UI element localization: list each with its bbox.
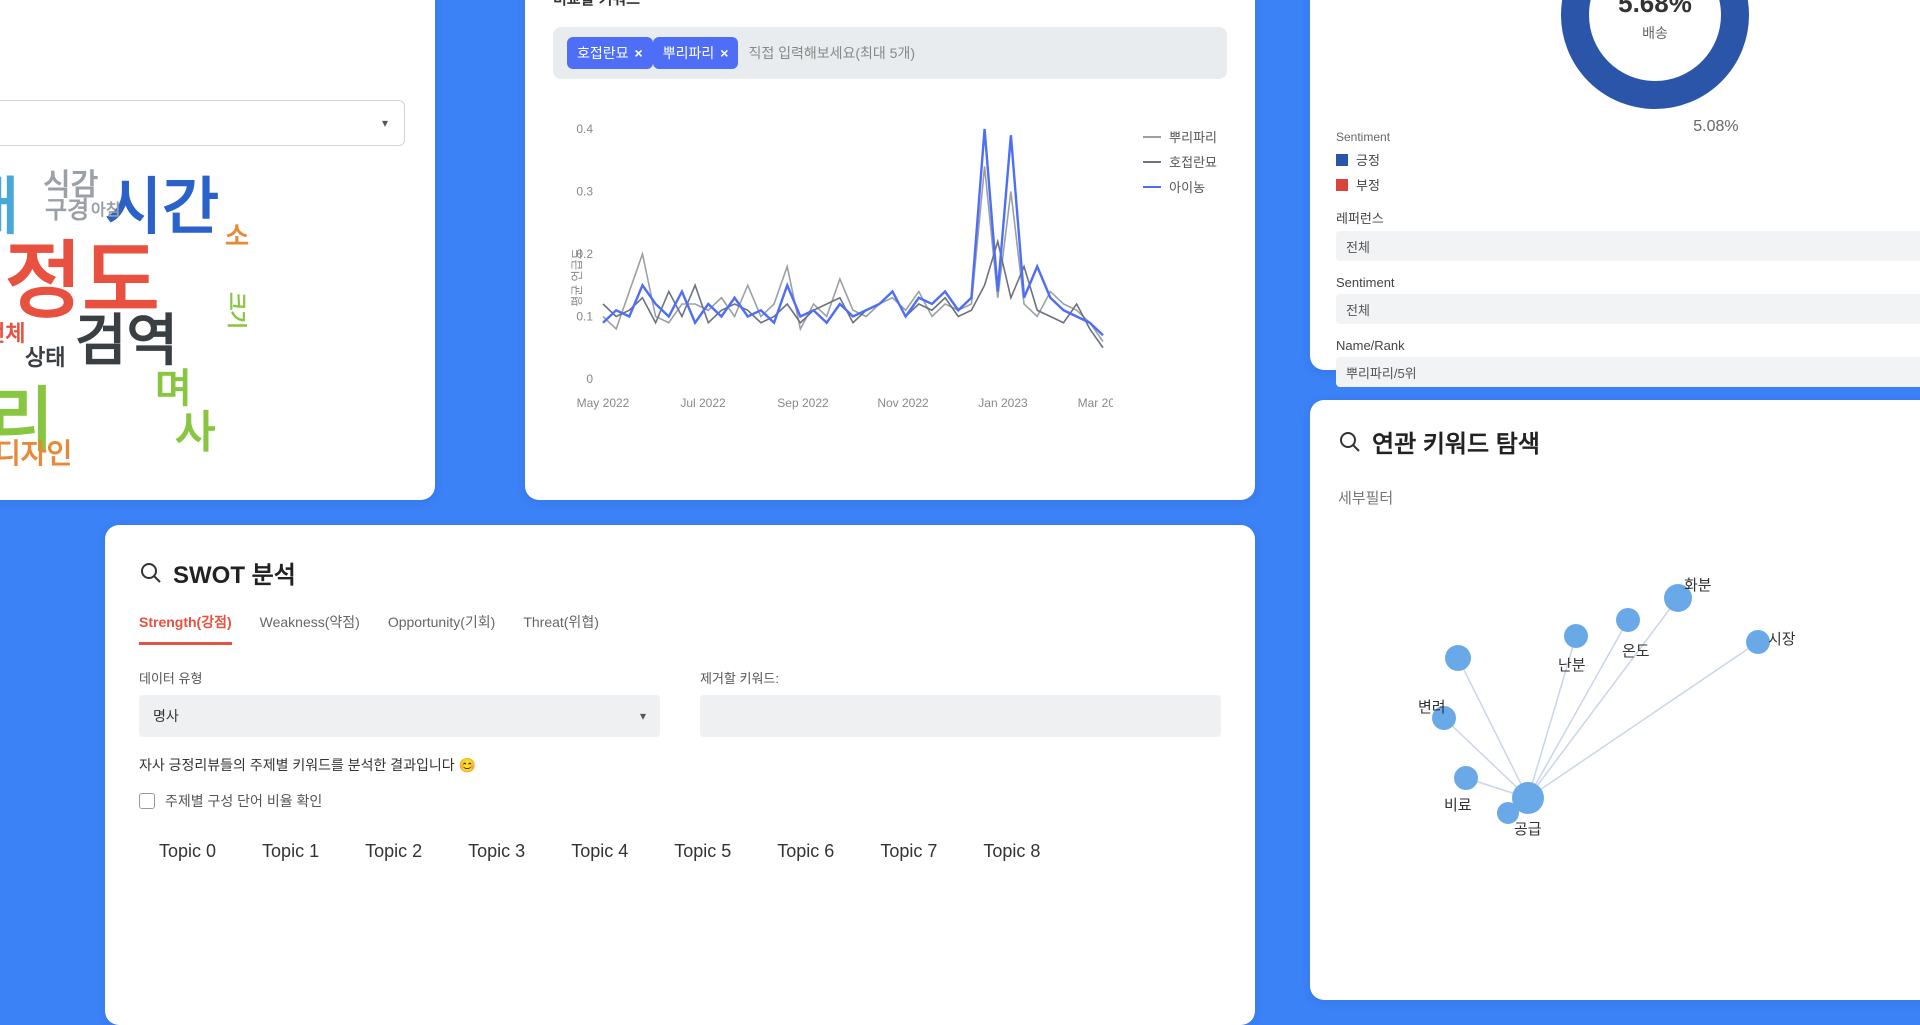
svg-text:May 2022: May 2022 [577,396,630,410]
swot-topic-header[interactable]: Topic 5 [674,841,731,862]
swot-card: SWOT 분석 Strength(강점) Weakness(약점) Opportun… [105,525,1255,1025]
donut-outer-label: 5.08% [1693,118,1738,136]
search-icon [139,561,163,585]
wordcloud-word: 소 [225,216,249,253]
line-chart: 평균 언급도 00.10.20.30.4May 2022Jul 2022Sep … [553,119,1227,459]
donut-field-select[interactable]: 전체 [1336,231,1920,261]
wordcloud-word: 디자인 [0,432,72,472]
svg-text:Nov 2022: Nov 2022 [877,396,929,410]
sentiment-heading: Sentiment [1336,130,1920,144]
network-node[interactable] [1445,645,1471,671]
donut-field-label: Sentiment [1336,275,1920,290]
exclude-keyword-input[interactable] [700,695,1221,737]
donut-field-select[interactable]: 전체 [1336,294,1920,324]
svg-text:Jul 2022: Jul 2022 [680,396,726,410]
compare-keyword-card: 비교할 키워드 호접란묘 × 뿌리파리 × 직접 입력해보세요(최대 5개) 평균 언… [525,0,1255,500]
svg-text:Jan 2023: Jan 2023 [978,396,1028,410]
donut-center-percent: 5.68% [1618,0,1692,19]
wordcloud-word: 아침 [91,196,120,220]
keyword-chip[interactable]: 뿌리파리 × [653,37,739,69]
swot-topic-header[interactable]: Topic 3 [468,841,525,862]
swot-tab[interactable]: Threat(위협) [523,612,599,645]
wordcloud-word: 사 [175,396,215,460]
svg-text:0.4: 0.4 [576,122,593,136]
swot-topic-header[interactable]: Topic 6 [777,841,834,862]
network-graph: 화분온도난분 시장변려비료공급 [1338,568,1920,928]
related-keyword-card: 연관 키워드 탐색 세부필터 화분온도난분 시장변려비료공급 [1310,400,1920,1000]
svg-text:0: 0 [586,372,593,386]
line-chart-legend: 뿌리파리호접란묘아이농 [1143,127,1217,202]
swot-tab[interactable]: Strength(강점) [139,612,232,645]
data-type-select[interactable]: 명사 ▾ [139,695,660,737]
network-node[interactable] [1454,766,1478,790]
swot-topic-header[interactable]: Topic 2 [365,841,422,862]
keyword-chip-input[interactable]: 호접란묘 × 뿌리파리 × 직접 입력해보세요(최대 5개) [553,27,1227,79]
network-center-label: 공급 [1514,818,1542,839]
wordcloud-area: 구매시간이식감구경지정도검역진아래전체비교상태뿌리악며사디자인소아침크기 [0,156,405,496]
swot-help-text: 자사 긍정리뷰들의 주제별 키워드를 분석한 결과입니다 😊 [139,755,1221,775]
sentiment-legend: Sentiment 긍정부정 [1336,130,1920,194]
swot-topic-header[interactable]: Topic 0 [159,841,216,862]
sentiment-donut-card: 5.68% 배송 5.08% Sentiment 긍정부정 레퍼런스전체 Sent… [1310,0,1920,370]
svg-text:Mar 2023: Mar 2023 [1078,396,1113,410]
chip-label: 뿌리파리 [663,43,715,63]
compare-keyword-title: 비교할 키워드 [553,0,1227,9]
sentiment-legend-item: 부정 [1336,175,1920,194]
close-icon[interactable]: × [635,45,643,61]
swot-topic-header[interactable]: Topic 4 [571,841,628,862]
swot-tabs: Strength(강점) Weakness(약점) Opportunity(기회) T… [139,612,1221,646]
network-node[interactable] [1564,624,1588,648]
legend-item: 뿌리파리 [1143,127,1217,146]
swot-topic-header[interactable]: Topic 7 [880,841,937,862]
network-node[interactable] [1616,608,1640,632]
network-node-label: 화분 [1684,574,1712,595]
topic-ratio-checkbox-label: 주제별 구성 단어 비율 확인 [165,791,322,811]
donut-field-label: 레퍼런스 [1336,208,1920,227]
search-icon [1338,430,1362,454]
swot-title: SWOT 분석 [173,555,296,590]
network-node-label: 난분 [1558,654,1586,675]
chip-label: 호접란묘 [577,43,629,63]
wordcloud-word: 크기 [224,292,253,329]
svg-text:0.1: 0.1 [576,310,593,324]
svg-text:Sep 2022: Sep 2022 [777,396,829,410]
close-icon[interactable]: × [720,45,728,61]
network-sub-filter[interactable]: 세부필터 [1338,487,1920,508]
network-node-label: 비료 [1444,794,1472,815]
keyword-input-placeholder: 직접 입력해보세요(최대 5개) [748,43,915,63]
donut-center-label: 배송 [1618,23,1692,43]
related-keyword-title: 연관 키워드 탐색 [1372,424,1540,459]
donut-field-label: Name/Rank [1336,338,1920,353]
network-node-label: 변려 [1418,696,1446,717]
legend-item: 호접란묘 [1143,152,1217,171]
wordcloud-filter-select[interactable]: ▾ [0,100,405,146]
swot-topic-row: Topic 0 Topic 1 Topic 2 Topic 3 Topic 4 Topic… [139,841,1221,862]
swot-tab[interactable]: Weakness(약점) [260,612,360,645]
chevron-down-icon: ▾ [382,116,388,130]
wordcloud-card: ▾ 구매시간이식감구경지정도검역진아래전체비교상태뿌리악며사디자인소아침크기 [0,0,435,500]
keyword-chip[interactable]: 호접란묘 × [567,37,653,69]
legend-item: 아이농 [1143,177,1217,196]
y-axis-label: 평균 언급도 [568,248,585,307]
chevron-down-icon: ▾ [640,709,646,723]
network-node-label: 시장 [1768,628,1796,649]
data-type-value: 명사 [153,706,179,726]
svg-text:0.3: 0.3 [576,185,593,199]
donut-field-select[interactable]: 뿌리파리/5위 [1336,357,1920,387]
donut-chart: 5.68% 배송 5.08% [1336,0,1920,130]
network-node[interactable] [1746,630,1770,654]
data-type-label: 데이터 유형 [139,668,660,687]
sentiment-legend-item: 긍정 [1336,150,1920,169]
swot-topic-header[interactable]: Topic 8 [983,841,1040,862]
wordcloud-word: 전체 [0,316,25,348]
topic-ratio-checkbox[interactable] [139,793,155,809]
swot-tab[interactable]: Opportunity(기회) [388,612,495,645]
network-node-label: 온도 [1622,640,1650,661]
swot-topic-header[interactable]: Topic 1 [262,841,319,862]
exclude-keyword-label: 제거할 키워드: [700,668,1221,687]
